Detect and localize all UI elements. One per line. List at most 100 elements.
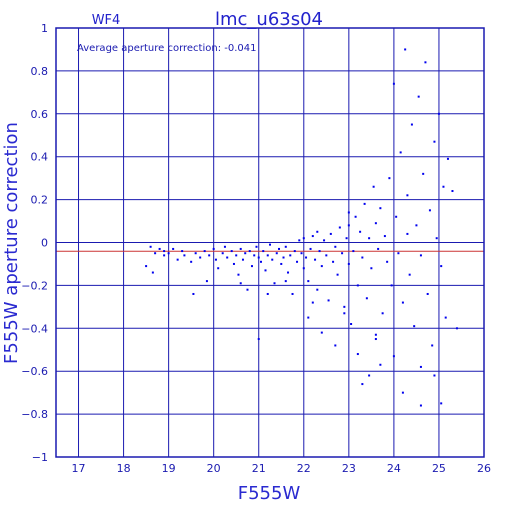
- data-point: [309, 247, 312, 250]
- x-tick-label: 25: [432, 462, 446, 475]
- data-point: [370, 267, 373, 270]
- x-tick-label: 21: [252, 462, 266, 475]
- data-point: [329, 232, 332, 235]
- data-points: [145, 48, 458, 407]
- data-point: [440, 265, 443, 268]
- data-point: [361, 256, 364, 259]
- data-point: [205, 280, 208, 283]
- data-point: [278, 247, 281, 250]
- chart-title: lmc_u63s04: [215, 9, 323, 30]
- data-point: [401, 301, 404, 304]
- data-point: [426, 292, 429, 295]
- data-point: [266, 292, 269, 295]
- data-point: [347, 224, 350, 227]
- data-point: [327, 299, 330, 302]
- data-point: [343, 312, 346, 315]
- data-point: [255, 245, 258, 248]
- data-point: [381, 312, 384, 315]
- data-point: [323, 239, 326, 242]
- data-point: [176, 258, 179, 261]
- data-point: [149, 245, 152, 248]
- data-point: [408, 273, 411, 276]
- data-point: [356, 284, 359, 287]
- data-point: [334, 344, 337, 347]
- x-tick-label: 26: [477, 462, 491, 475]
- data-point: [413, 325, 416, 328]
- data-point: [433, 140, 436, 143]
- x-axis-label: F555W: [238, 483, 301, 504]
- data-point: [314, 258, 317, 261]
- data-point: [307, 280, 310, 283]
- data-point: [217, 267, 220, 270]
- data-point: [226, 256, 229, 259]
- y-tick-label: 1: [41, 22, 48, 35]
- data-point: [347, 262, 350, 265]
- data-point: [248, 250, 251, 253]
- data-point: [395, 215, 398, 218]
- data-point: [404, 48, 407, 51]
- data-point: [419, 365, 422, 368]
- x-tick-label: 23: [342, 462, 356, 475]
- data-point: [284, 280, 287, 283]
- data-point: [257, 338, 260, 341]
- y-tick-label: 0.4: [31, 151, 49, 164]
- data-point: [401, 391, 404, 394]
- data-point: [307, 316, 310, 319]
- data-point: [390, 284, 393, 287]
- data-point: [455, 327, 458, 330]
- panel-label: WF4: [92, 13, 121, 28]
- data-point: [239, 247, 242, 250]
- data-point: [151, 271, 154, 274]
- data-point: [300, 252, 303, 255]
- data-point: [341, 252, 344, 255]
- data-point: [437, 112, 440, 115]
- data-point: [275, 252, 278, 255]
- data-point: [289, 254, 292, 257]
- data-point: [428, 209, 431, 212]
- plot-frame: [55, 27, 485, 458]
- data-point: [167, 252, 170, 255]
- data-point: [352, 250, 355, 253]
- data-point: [284, 245, 287, 248]
- y-tick-label: −0.4: [21, 322, 48, 335]
- data-point: [223, 245, 226, 248]
- data-point: [302, 267, 305, 270]
- data-point: [246, 288, 249, 291]
- data-point: [433, 374, 436, 377]
- data-point: [354, 215, 357, 218]
- data-point: [431, 344, 434, 347]
- x-tick-label: 20: [207, 462, 221, 475]
- data-point: [190, 260, 193, 263]
- data-point: [406, 194, 409, 197]
- y-tick-label: −0.6: [21, 365, 48, 378]
- data-point: [392, 355, 395, 358]
- x-tick-labels: 17 18 19 20 21 22 23 24 25 26: [72, 462, 491, 475]
- y-tick-label: −0.8: [21, 408, 48, 421]
- data-point: [325, 254, 328, 257]
- data-point: [291, 292, 294, 295]
- data-point: [296, 260, 299, 263]
- data-point: [271, 258, 274, 261]
- data-point: [392, 82, 395, 85]
- data-point: [305, 256, 308, 259]
- y-tick-labels: −1 −0.8 −0.6 −0.4 −0.2 0 0.2 0.4 0.6 0.8 1: [21, 22, 48, 464]
- data-point: [417, 95, 420, 98]
- data-point: [316, 230, 319, 233]
- y-axis-label: F555W aperture correction: [1, 122, 22, 364]
- data-point: [145, 265, 148, 268]
- data-point: [241, 258, 244, 261]
- data-point: [239, 282, 242, 285]
- data-point: [163, 250, 166, 253]
- x-tick-label: 24: [387, 462, 401, 475]
- data-point: [444, 316, 447, 319]
- data-point: [320, 331, 323, 334]
- data-point: [338, 226, 341, 229]
- data-point: [435, 237, 438, 240]
- y-tick-label: −1: [32, 451, 48, 464]
- data-point: [287, 271, 290, 274]
- y-tick-label: 0: [41, 237, 48, 250]
- data-point: [343, 305, 346, 308]
- x-tick-label: 18: [117, 462, 131, 475]
